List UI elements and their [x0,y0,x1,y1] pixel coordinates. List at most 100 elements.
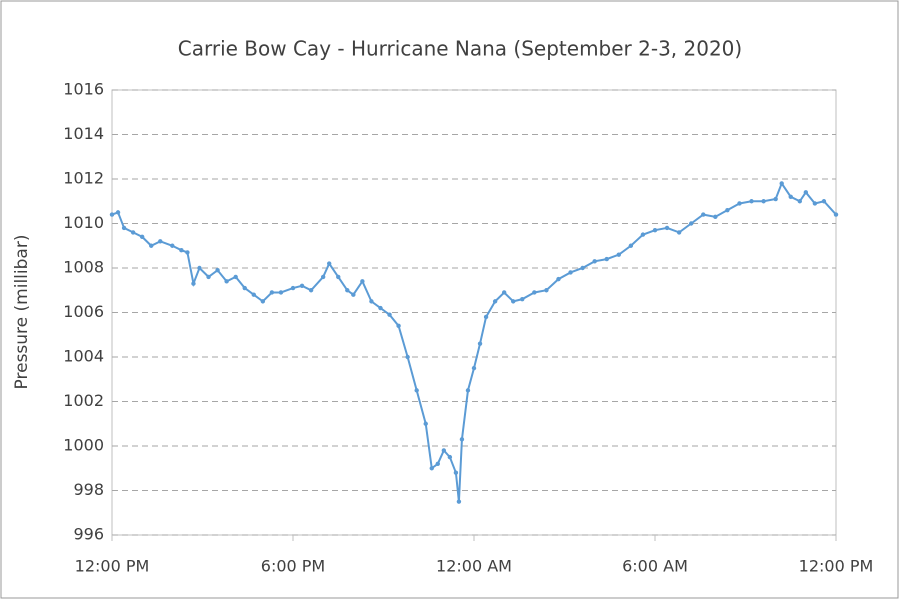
y-tick-label: 1000 [63,436,104,455]
y-tick-label: 998 [73,480,104,499]
point [158,239,163,244]
point [689,221,694,226]
point [640,232,646,237]
point [725,207,730,213]
point [664,225,670,231]
point [580,265,585,271]
point [369,299,374,304]
point [191,281,196,286]
y-tick-label: 996 [73,525,104,544]
point [360,279,365,284]
point [701,212,706,217]
point [387,312,392,317]
point [308,288,314,293]
point [260,299,266,304]
point [532,290,537,295]
point [568,270,573,275]
y-tick-label: 1016 [63,80,104,99]
point [453,470,459,475]
point [592,259,597,264]
y-tick-label: 1006 [63,302,104,321]
point [405,354,410,360]
point [320,274,326,280]
y-tick-label: 1012 [63,169,104,188]
point [251,292,256,297]
point [803,190,809,195]
point [224,279,229,284]
point [737,201,742,206]
chart-title: Carrie Bow Cay - Hurricane Nana (Septemb… [178,37,742,61]
point [185,250,190,255]
point [483,314,489,320]
y-tick-label: 1004 [63,347,104,366]
point [233,274,238,280]
point [556,276,561,282]
point [492,299,498,304]
x-tick-label: 12:00 AM [436,557,512,576]
point [139,234,145,240]
point [109,212,115,217]
point [149,243,154,248]
point [378,305,383,311]
point [396,323,401,329]
y-tick-label: 1014 [63,124,104,143]
point [465,388,471,393]
point [351,292,356,297]
point [269,290,275,295]
point [197,265,202,271]
point [435,461,440,466]
x-tick-label: 6:00 PM [261,557,325,576]
point [477,341,483,346]
x-tick-label: 12:00 PM [75,557,150,576]
series-line [111,181,837,502]
point [761,199,766,204]
point [336,274,341,280]
point [206,274,211,280]
point [130,230,136,235]
point [441,448,447,453]
point [773,196,778,202]
x-tick-label: 6:00 AM [622,557,688,576]
point [713,214,718,220]
point [345,288,350,293]
point [616,252,621,257]
point [447,454,453,460]
point [628,243,634,248]
point [278,290,284,295]
point [414,388,419,393]
point [242,285,247,291]
point [652,227,658,233]
point [779,181,784,186]
point [797,199,802,204]
point [327,261,332,266]
point [115,210,121,215]
point [471,365,477,371]
point [788,194,793,199]
point [812,201,818,206]
point [459,437,465,442]
point [299,283,305,288]
point [456,499,462,504]
y-tick-label: 1008 [63,258,104,277]
point [520,296,525,302]
point [749,199,754,204]
point [544,288,549,293]
point [501,290,507,295]
point [215,268,220,273]
point [170,243,175,248]
point [821,199,827,204]
y-tick-label: 1010 [63,213,104,232]
point [833,212,839,217]
point [676,230,682,235]
point [121,225,127,231]
y-axis-label: Pressure (millibar) [12,235,32,390]
point [429,466,434,471]
x-tick-label: 12:00 PM [799,557,874,576]
point [179,248,184,253]
point [423,421,428,426]
y-tick-label: 1002 [63,391,104,410]
point [290,285,296,291]
point [511,299,516,304]
